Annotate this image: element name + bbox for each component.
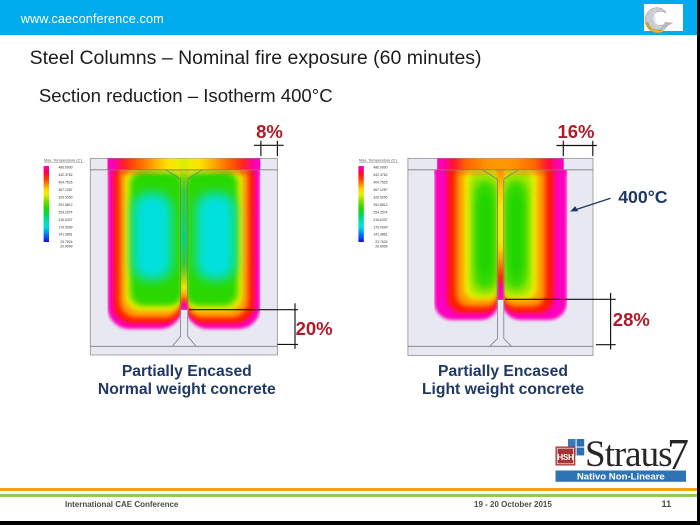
svg-text:480.0000: 480.0000: [373, 166, 387, 170]
svg-text:7: 7: [667, 430, 689, 479]
svg-text:20.9999: 20.9999: [60, 244, 72, 248]
svg-text:179.0099: 179.0099: [58, 225, 72, 229]
svg-text:HSH: HSH: [557, 453, 574, 462]
svg-text:367.1287: 367.1287: [373, 188, 387, 192]
svg-text:367.1287: 367.1287: [58, 188, 72, 192]
svg-text:254.2574: 254.2574: [373, 210, 387, 214]
svg-text:480.0000: 480.0000: [58, 166, 72, 170]
svg-text:216.6337: 216.6337: [58, 218, 72, 222]
svg-text:Max. Temperature (C): Max. Temperature (C): [44, 158, 82, 163]
svg-text:141.3861: 141.3861: [58, 233, 72, 237]
svg-text:Straus: Straus: [585, 434, 672, 475]
svg-text:Max. Temperature (C): Max. Temperature (C): [359, 158, 397, 163]
svg-text:23.7624: 23.7624: [60, 240, 72, 244]
svg-text:Nativo Non-Lineare: Nativo Non-Lineare: [577, 472, 665, 483]
svg-text:291.8812: 291.8812: [58, 203, 72, 207]
svg-text:404.7525: 404.7525: [58, 181, 72, 185]
svg-text:329.5050: 329.5050: [58, 196, 72, 200]
svg-text:442.3762: 442.3762: [58, 173, 72, 177]
svg-text:291.8812: 291.8812: [373, 203, 387, 207]
svg-text:442.3762: 442.3762: [373, 173, 387, 177]
svg-text:216.6337: 216.6337: [373, 218, 387, 222]
svg-text:141.3861: 141.3861: [373, 233, 387, 237]
svg-text:23.7624: 23.7624: [375, 240, 387, 244]
svg-text:404.7525: 404.7525: [373, 181, 387, 185]
svg-text:329.5050: 329.5050: [373, 196, 387, 200]
svg-text:179.0099: 179.0099: [373, 225, 387, 229]
svg-text:254.2574: 254.2574: [58, 210, 72, 214]
svg-text:20.9999: 20.9999: [375, 244, 387, 248]
